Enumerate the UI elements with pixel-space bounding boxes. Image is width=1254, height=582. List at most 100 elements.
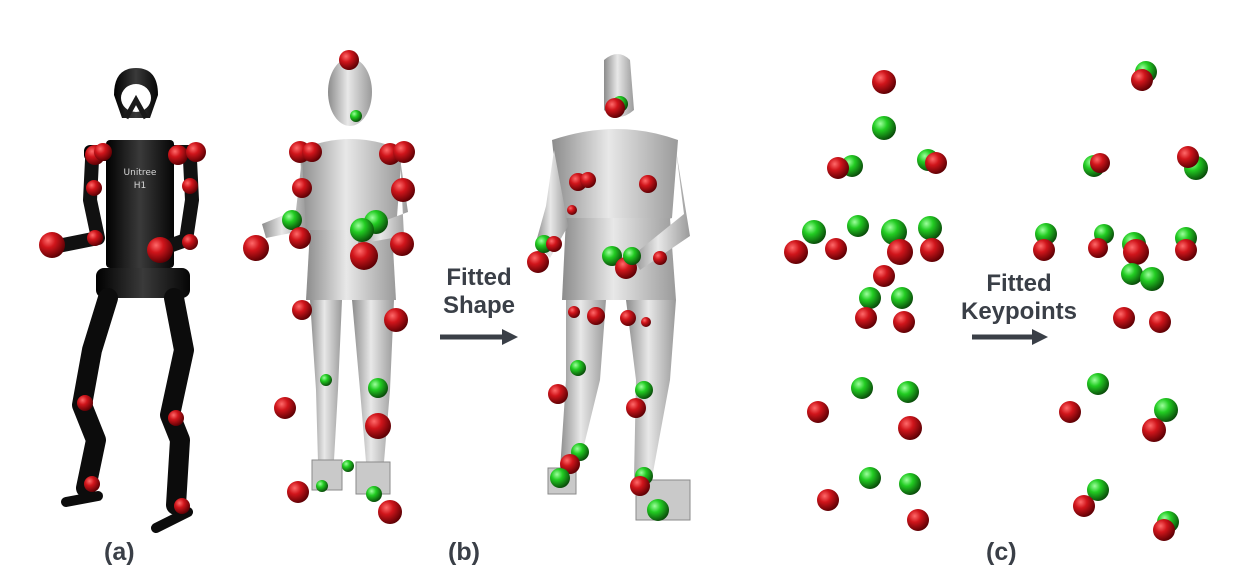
marker-green	[851, 377, 873, 399]
marker-red	[147, 237, 173, 263]
marker-red	[384, 308, 408, 332]
marker-green	[881, 219, 907, 245]
marker-red	[1059, 401, 1081, 423]
marker-red	[925, 152, 947, 174]
marker-red	[546, 236, 562, 252]
marker-green	[899, 473, 921, 495]
marker-red	[1088, 238, 1108, 258]
marker-green	[1035, 223, 1057, 245]
fitted-shape-line2: Shape	[442, 292, 516, 319]
marker-green	[623, 247, 641, 265]
marker-red	[630, 476, 650, 496]
marker-red	[77, 395, 93, 411]
arrow-head	[1032, 329, 1048, 345]
marker-green	[350, 218, 374, 242]
marker-red	[641, 317, 651, 327]
robot-pelvis	[96, 268, 190, 298]
robot-markers	[39, 142, 206, 514]
robot-leg-left	[160, 288, 194, 515]
marker-red	[873, 265, 895, 287]
mesh-hips	[306, 230, 396, 300]
marker-red	[39, 232, 65, 258]
marker-red	[168, 410, 184, 426]
marker-red	[1131, 69, 1153, 91]
marker-green	[1087, 373, 1109, 395]
marker-red	[605, 98, 625, 118]
fitted-keypoints-label: Fitted Keypoints	[956, 270, 1082, 326]
marker-red	[1175, 239, 1197, 261]
marker-green	[550, 468, 570, 488]
marker-red	[378, 500, 402, 524]
mesh-before-markers	[243, 50, 415, 524]
robot-arm-right	[51, 153, 105, 253]
marker-red	[243, 235, 269, 261]
robot-torso	[106, 140, 174, 268]
marker-green	[1154, 398, 1178, 422]
marker-green	[891, 287, 913, 309]
marker-green	[282, 210, 302, 230]
marker-green	[847, 215, 869, 237]
marker-red	[527, 251, 549, 273]
marker-red	[84, 476, 100, 492]
fitted-shape-label: Fitted Shape	[436, 264, 522, 320]
marker-red	[94, 143, 112, 161]
robot-figure: Unitree H1	[51, 68, 199, 533]
marker-red	[1153, 519, 1175, 541]
marker-red	[898, 416, 922, 440]
marker-red	[292, 300, 312, 320]
marker-red	[1113, 307, 1135, 329]
marker-red	[567, 205, 577, 215]
marker-red	[292, 178, 312, 198]
mesh-arm-left	[358, 158, 408, 244]
marker-green	[859, 287, 881, 309]
fitted-mesh-arm-right	[536, 150, 568, 258]
marker-red	[855, 307, 877, 329]
marker-red	[626, 398, 646, 418]
marker-green	[872, 116, 896, 140]
marker-red	[784, 240, 808, 264]
marker-red	[393, 141, 415, 163]
robot-chest-text-2: H1	[134, 181, 147, 191]
marker-red	[390, 232, 414, 256]
keypoints-fitted	[1033, 61, 1208, 541]
marker-red	[872, 70, 896, 94]
fitted-mesh-torso	[552, 129, 678, 227]
marker-red	[186, 142, 206, 162]
marker-red	[391, 178, 415, 202]
mesh-head	[328, 58, 372, 126]
keypoints-before	[784, 70, 947, 531]
marker-red	[350, 242, 378, 270]
marker-red	[653, 251, 667, 265]
fitted-mesh-leg-right	[560, 300, 606, 470]
marker-green	[350, 110, 362, 122]
marker-red	[289, 227, 311, 249]
marker-red	[827, 157, 849, 179]
human-mesh-fitted	[536, 54, 691, 521]
marker-green	[320, 374, 332, 386]
marker-red	[887, 239, 913, 265]
fitted-keypoints-line2: Keypoints	[960, 298, 1077, 325]
marker-green	[1087, 479, 1109, 501]
marker-red	[182, 234, 198, 250]
marker-red	[1142, 418, 1166, 442]
marker-green	[1121, 263, 1143, 285]
marker-red	[182, 178, 198, 194]
marker-green	[802, 220, 826, 244]
marker-red	[1149, 311, 1171, 333]
fitted-shape-arrow	[440, 329, 518, 345]
marker-red	[817, 489, 839, 511]
marker-red	[580, 172, 596, 188]
arrow-head	[502, 329, 518, 345]
robot-chest-text-1: Unitree	[124, 168, 157, 178]
marker-red	[907, 509, 929, 531]
marker-red	[1177, 146, 1199, 168]
fitted-shape-line1: Fitted	[446, 264, 512, 291]
marker-red	[174, 498, 190, 514]
marker-green	[368, 378, 388, 398]
marker-red	[365, 413, 391, 439]
marker-red	[1033, 239, 1055, 261]
fitted-keypoints-line1: Fitted	[986, 270, 1052, 297]
fitted-keypoints-arrow	[972, 329, 1048, 345]
marker-green	[1140, 267, 1164, 291]
marker-red	[587, 307, 605, 325]
